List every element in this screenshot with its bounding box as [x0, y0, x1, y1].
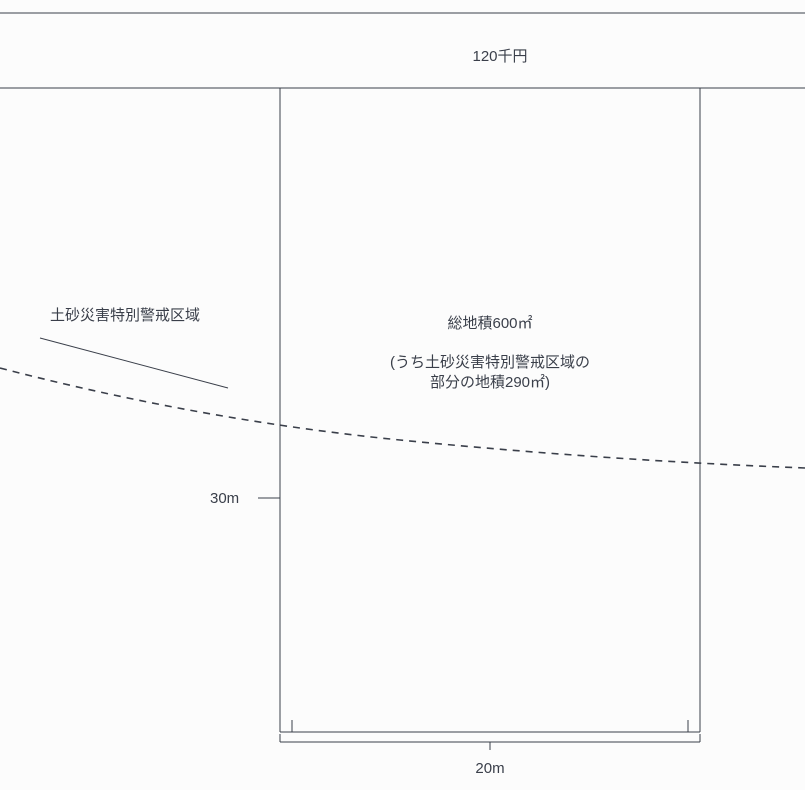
zone-leader-line: [40, 338, 228, 388]
sub-area-line1: (うち土砂災害特別警戒区域の: [390, 352, 590, 373]
diagram-svg: [0, 0, 805, 790]
hazard-curve: [0, 368, 805, 468]
width-label: 20m: [475, 758, 504, 779]
sub-area-line2: 部分の地積290㎡): [430, 372, 550, 393]
price-label: 120千円: [472, 46, 527, 67]
height-label: 30m: [210, 488, 239, 509]
total-area-label: 総地積600㎡: [447, 313, 532, 334]
zone-label: 土砂災害特別警戒区域: [50, 305, 200, 326]
